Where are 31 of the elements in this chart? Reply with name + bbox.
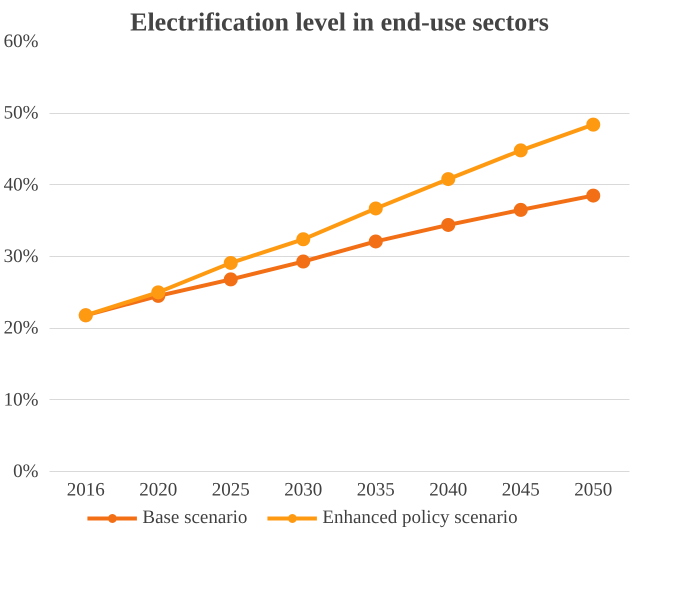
y-tick-label: 40%	[4, 174, 39, 196]
point	[368, 234, 383, 248]
point	[151, 285, 166, 300]
x-tick-label: 2040	[429, 480, 468, 500]
point	[441, 218, 456, 232]
y-tick-label: 50%	[4, 102, 39, 124]
x-tick-label: 2020	[139, 480, 178, 500]
point	[586, 118, 600, 132]
x-tick-label: 2025	[212, 480, 250, 500]
y-tick-label: 10%	[4, 389, 39, 410]
x-tick-label: 2045	[502, 480, 540, 500]
point	[224, 272, 238, 286]
legend-label: Base scenario	[142, 507, 248, 529]
chart-title: Electrification level in end-use sectors	[130, 8, 549, 36]
legend-label: Enhanced policy scenario	[322, 507, 518, 529]
point	[296, 232, 310, 246]
x-tick-label: 2030	[284, 480, 322, 500]
point	[514, 202, 528, 217]
y-tick-label: 60%	[4, 31, 39, 52]
x-tick-label: 2035	[356, 480, 395, 500]
point	[368, 201, 383, 216]
y-tick-label: 30%	[4, 246, 39, 267]
x-tick-label: 2050	[574, 480, 612, 500]
point	[441, 172, 456, 186]
point	[224, 256, 238, 270]
y-tick-label: 0%	[13, 461, 39, 482]
y-tick-label: 20%	[4, 318, 39, 339]
x-tick-label: 2016	[66, 480, 105, 500]
point	[296, 254, 310, 269]
point	[514, 143, 528, 158]
point	[586, 188, 600, 203]
